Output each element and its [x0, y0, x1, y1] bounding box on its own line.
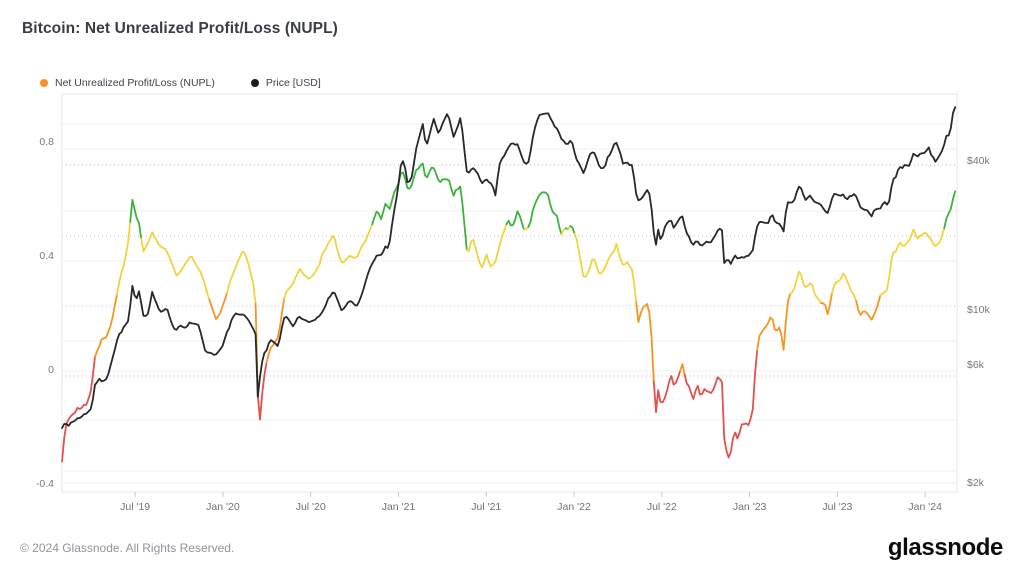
- legend-label-nupl: Net Unrealized Profit/Loss (NUPL): [55, 77, 215, 89]
- nupl-legend-dot-icon: [40, 79, 48, 87]
- legend-item-price[interactable]: Price [USD]: [250, 77, 321, 89]
- legend-item-nupl[interactable]: Net Unrealized Profit/Loss (NUPL): [40, 77, 215, 89]
- copyright-text: © 2024 Glassnode. All Rights Reserved.: [20, 541, 235, 555]
- page-title: Bitcoin: Net Unrealized Profit/Loss (NUP…: [22, 20, 338, 37]
- glassnode-logo: glassnode: [887, 534, 1004, 561]
- legend-label-price: Price [USD]: [265, 77, 321, 89]
- price-legend-dot-icon: [250, 79, 259, 87]
- legend: Net Unrealized Profit/Loss (NUPL) Price …: [40, 77, 321, 89]
